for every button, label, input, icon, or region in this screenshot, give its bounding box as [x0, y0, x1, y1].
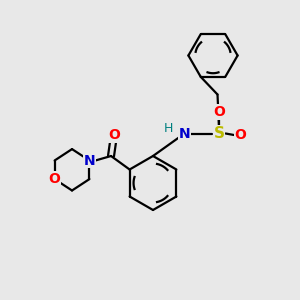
Text: O: O: [49, 172, 61, 186]
Text: N: N: [179, 127, 190, 140]
Text: O: O: [213, 105, 225, 119]
Text: O: O: [235, 128, 247, 142]
Text: H: H: [164, 122, 174, 136]
Text: N: N: [84, 154, 95, 167]
Text: O: O: [108, 128, 120, 142]
Text: S: S: [214, 126, 224, 141]
